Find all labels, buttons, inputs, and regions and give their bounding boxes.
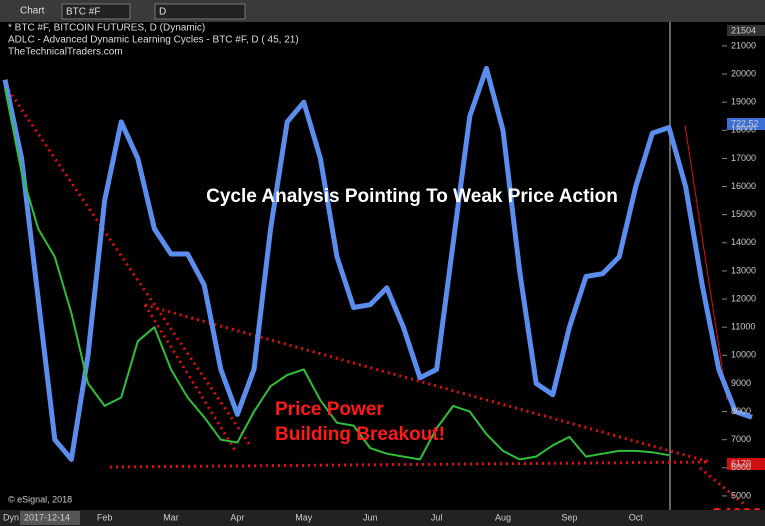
legend-line: * BTC #F, BITCOIN FUTURES, D (Dynamic) — [8, 23, 205, 34]
flag — [727, 118, 765, 130]
interval[interactable]: D — [159, 7, 166, 18]
y-tick-label: 6000 — [731, 462, 751, 472]
x-tick-label: Oct — [629, 512, 644, 522]
y-tick-label: 12000 — [731, 293, 756, 303]
y-tick-label: 11000 — [731, 322, 755, 332]
price-flag: 21504 — [731, 25, 756, 35]
x-tick-label: May — [295, 512, 313, 522]
x-tick-label: Feb — [97, 512, 113, 522]
y-tick-label: 5000 — [731, 490, 751, 500]
x-tick-label: Apr — [230, 512, 244, 522]
price-flag: 6170 — [731, 458, 751, 468]
annotation: Building Breakout! — [275, 424, 445, 445]
price-flag: 722.52 — [731, 118, 759, 128]
start-date: 2017-12-14 — [24, 512, 70, 522]
y-tick-label: 10000 — [731, 350, 756, 360]
series-line — [2, 65, 753, 462]
trend-lines — [3, 84, 746, 507]
copyright: © eSignal, 2018 — [8, 494, 72, 504]
y-tick-label: 8000 — [731, 406, 751, 416]
y-tick-label: 7000 — [731, 434, 751, 444]
y-tick-label: 9000 — [731, 378, 751, 388]
y-tick-label: 18000 — [731, 125, 756, 135]
annotation: Price Power — [275, 399, 384, 420]
x-tick-label: Jul — [431, 512, 443, 522]
y-tick-label: 21000 — [731, 40, 756, 50]
legend-line: ADLC - Advanced Dynamic Learning Cycles … — [8, 35, 299, 46]
chart-title: Cycle Analysis Pointing To Weak Price Ac… — [206, 186, 618, 207]
y-tick-label: 19000 — [731, 97, 756, 107]
interval-box[interactable] — [154, 3, 246, 20]
mode: Dyn — [3, 512, 19, 522]
arrow — [684, 124, 728, 401]
x-tick-label: Sep — [561, 512, 577, 522]
legend-line: TheTechnicalTraders.com — [8, 47, 123, 58]
x-tick-label: Jun — [363, 512, 378, 522]
series-line — [4, 87, 670, 461]
symbol-box[interactable] — [61, 3, 131, 20]
flag — [727, 458, 765, 470]
y-tick-label: 13000 — [731, 265, 756, 275]
flag — [727, 25, 765, 36]
x-tick-label: Mar — [163, 512, 179, 522]
y-tick-label: 16000 — [731, 181, 756, 191]
date-box — [20, 511, 80, 525]
app-label: Chart — [20, 6, 45, 17]
y-tick-label: 20000 — [731, 68, 756, 78]
x-tick-label: Aug — [495, 512, 511, 522]
x-axis-bar — [0, 510, 765, 526]
y-tick-label: 15000 — [731, 209, 756, 219]
y-tick-label: 17000 — [731, 153, 756, 163]
y-tick-label: 14000 — [731, 237, 756, 247]
symbol[interactable]: BTC #F — [66, 7, 100, 18]
